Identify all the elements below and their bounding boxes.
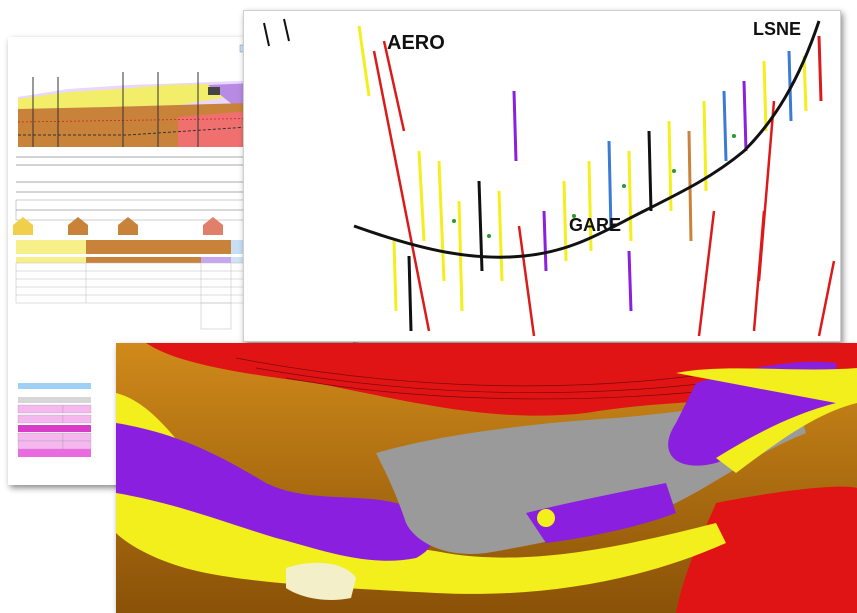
label-gare: GARE — [569, 215, 622, 235]
borehole-log-profile: AERO LSNE GARE — [243, 10, 841, 342]
3d-geological-model — [116, 343, 857, 613]
label-lsne: LSNE — [753, 19, 802, 39]
borehole-chart — [244, 11, 840, 341]
label-aero: AERO — [387, 32, 445, 54]
3d-model-render — [116, 343, 857, 613]
